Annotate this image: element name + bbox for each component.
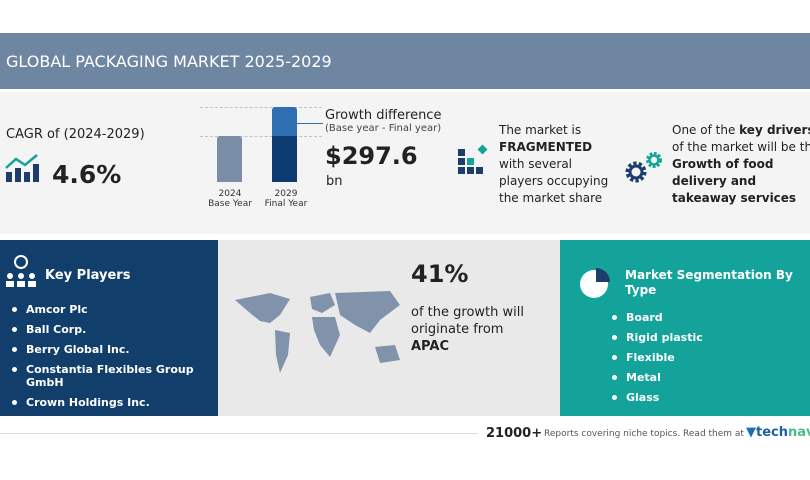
list-item: Ball Corp. [12, 323, 218, 336]
driver: delivery and [672, 174, 757, 188]
footer-text: Reports covering niche topics. Read them… [544, 429, 744, 439]
region-text: originate from [411, 322, 504, 337]
list-item: Crown Holdings Inc. [12, 396, 218, 409]
technavio-logo[interactable]: ▼technavio [746, 425, 810, 440]
key-players-title: Key Players [45, 268, 131, 283]
divider [0, 433, 478, 434]
region-name: APAC [411, 339, 449, 354]
segmentation-title: Market Segmentation By Type [625, 268, 793, 297]
bar-2029-base [272, 136, 297, 182]
list-item: Amcor Plc [12, 303, 218, 316]
drivers-text: One of the key drivers [672, 123, 810, 137]
page-title: GLOBAL PACKAGING MARKET 2025-2029 [0, 33, 810, 89]
report-count: 21000+ [486, 426, 543, 441]
growth-chart-icon [5, 154, 39, 182]
fragmented-text: with several [499, 157, 573, 171]
bar-label: 2024 [218, 189, 242, 199]
players-icon [6, 255, 36, 287]
list-item: Flexible [612, 351, 703, 364]
summary-panel: CAGR of (2024-2029) 4.6% 2024 Base Year 2… [0, 92, 810, 234]
growth-subtitle: (Base year - Final year) [325, 123, 442, 134]
list-item: Berry Global Inc. [12, 343, 218, 356]
drivers-text: of the market will be the [672, 140, 810, 154]
bar-sublabel: Final Year [264, 199, 308, 209]
bar-sublabel: Base Year [208, 199, 252, 209]
fragmented-label: FRAGMENTED [499, 140, 593, 154]
fragmented-icon [458, 144, 488, 174]
segmentation-panel: Market Segmentation By Type Board Rigid … [560, 240, 810, 416]
world-map-icon [235, 291, 400, 373]
region-panel: 41% of the growth will originate from AP… [218, 240, 560, 416]
list-item: Glass [612, 391, 703, 404]
growth-title: Growth difference [325, 108, 442, 123]
list-item: Rigid plastic [612, 331, 703, 344]
list-item: Metal [612, 371, 703, 384]
bar-label: 2029 [274, 189, 298, 199]
fragmented-text: The market is [499, 123, 582, 137]
cagr-value: 4.6% [52, 160, 122, 189]
region-text: of the growth will [411, 305, 524, 320]
pie-chart-icon [580, 268, 610, 298]
arrow-icon [297, 123, 323, 124]
key-players-panel: Key Players Amcor Plc Ball Corp. Berry G… [0, 240, 218, 416]
gears-icon [625, 152, 662, 183]
bar-2029-growth [272, 107, 297, 136]
bar-2024 [217, 136, 242, 182]
driver: takeaway services [672, 191, 797, 205]
list-item: Board [612, 311, 703, 324]
driver: Growth of food [672, 157, 774, 171]
growth-value: $297.6 [325, 142, 418, 170]
growth-unit: bn [326, 174, 343, 189]
fragmented-text: the market share [499, 191, 603, 205]
fragmented-text: players occupying [499, 174, 609, 188]
region-percent: 41% [411, 260, 469, 288]
cagr-label: CAGR of (2024-2029) [6, 127, 145, 142]
list-item: Constantia Flexibles Group GmbH [12, 363, 218, 389]
